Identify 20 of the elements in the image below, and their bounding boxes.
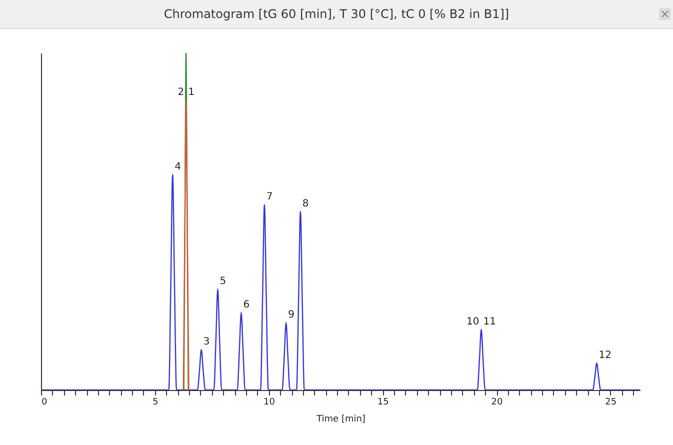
x-tick-label: 15 [377, 398, 389, 408]
annotation: 11 [483, 316, 496, 328]
annotation: 2 [178, 87, 184, 98]
annotation: 3 [203, 336, 210, 348]
annotation: 1 [188, 87, 194, 98]
annotation: 5 [220, 276, 226, 287]
annotation: 6 [243, 299, 250, 310]
x-tick-label: 0 [42, 398, 48, 408]
annotation: 8 [302, 198, 309, 210]
x-axis-title: Time [min] [316, 414, 366, 424]
x-tick-label: 20 [491, 398, 504, 408]
annotation: 4 [174, 161, 182, 172]
annotation: 10 [466, 316, 480, 328]
annotation: 12 [598, 350, 612, 362]
annotation: 7 [266, 192, 273, 203]
x-tick-label: 10 [264, 398, 276, 408]
chart-title: Chromatogram [tG 60 [min], T 30 [°C], tC 0 [% B2 in B1]] [164, 7, 510, 21]
annotation: 9 [288, 310, 294, 321]
x-tick-label: 25 [605, 398, 617, 408]
x-tick-label: 5 [152, 398, 158, 408]
